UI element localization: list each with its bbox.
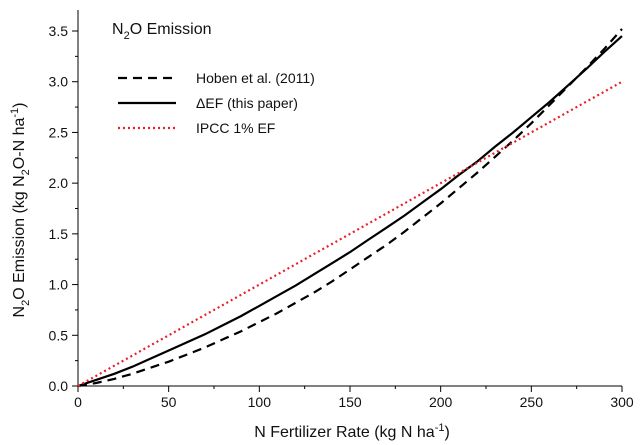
x-tick-label: 100 <box>248 394 272 410</box>
series-line-1 <box>77 35 623 388</box>
y-tick-label: 2.0 <box>49 175 69 191</box>
y-tick-label: 2.5 <box>49 124 69 140</box>
x-axis-title: N Fertilizer Rate (kg N ha-1) <box>254 422 450 441</box>
axes <box>77 10 622 387</box>
x-ticks: 0 50 100 150 200 250 300 <box>74 386 634 410</box>
x-tick-label: 50 <box>161 394 177 410</box>
legend-label-0: Hoben et al. (2011) <box>196 70 315 86</box>
y-ticks: 0.0 0.5 1.0 1.5 2.0 2.5 3.0 3.5 <box>49 23 78 394</box>
series-line-0 <box>77 28 623 388</box>
legend-label-2: IPCC 1% EF <box>196 120 275 136</box>
chart-title: N2O Emission <box>112 21 211 42</box>
y-tick-label: 3.5 <box>49 23 69 39</box>
y-tick-label: 0.0 <box>49 378 69 394</box>
x-tick-label: 250 <box>520 394 544 410</box>
series-line-2 <box>77 80 623 387</box>
y-tick-label: 1.0 <box>49 277 69 293</box>
legend: Hoben et al. (2011) ΔEF (this paper) IPCC … <box>118 70 315 136</box>
y-tick-label: 1.5 <box>49 226 69 242</box>
x-tick-label: 0 <box>74 394 82 410</box>
y-tick-label: 3.0 <box>49 74 69 90</box>
x-tick-label: 200 <box>429 394 453 410</box>
x-tick-label: 300 <box>610 394 634 410</box>
series-layer <box>77 28 623 388</box>
y-axis-title: N2O Emission (kg N2O-N ha-1) <box>9 103 32 318</box>
y-tick-label: 0.5 <box>49 327 69 343</box>
legend-label-1: ΔEF (this paper) <box>196 95 298 111</box>
x-tick-label: 150 <box>338 394 362 410</box>
